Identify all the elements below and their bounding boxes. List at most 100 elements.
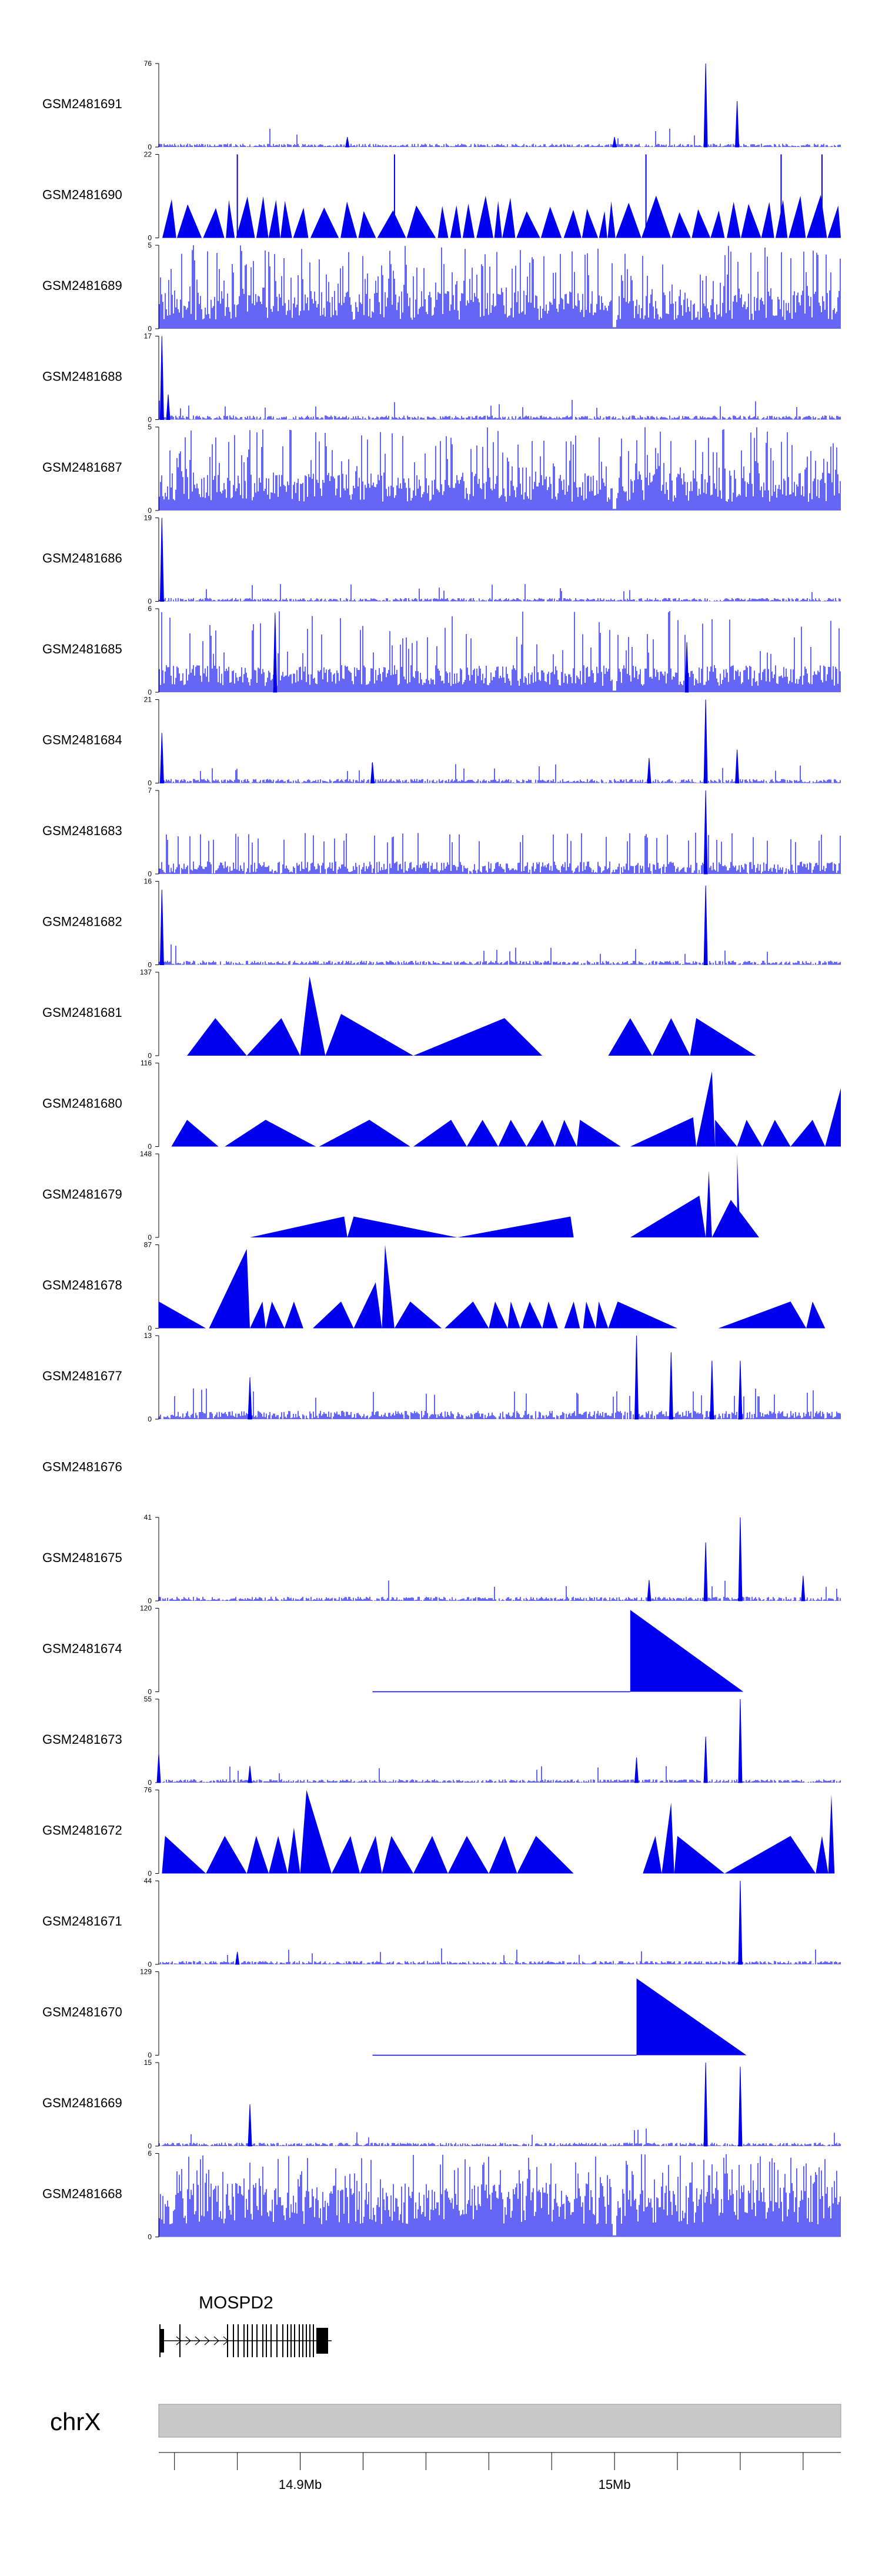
strand-arrow (176, 2336, 182, 2345)
y-min-label: 0 (148, 961, 152, 969)
coverage-peak (564, 1302, 580, 1329)
track-label: GSM2481680 (42, 1096, 122, 1111)
track-label: GSM2481686 (42, 551, 122, 566)
track: GSM2481679 148 0 (42, 1150, 760, 1242)
y-min-label: 0 (148, 416, 152, 424)
coverage-peak (827, 205, 841, 238)
coverage-peak (828, 1794, 835, 1874)
track-label: GSM2481676 (42, 1460, 122, 1474)
coverage-peak (377, 210, 406, 238)
y-max-label: 76 (144, 59, 152, 68)
coverage-peak (607, 201, 616, 238)
coverage-peak (236, 196, 255, 238)
coverage-spike (738, 1880, 743, 1965)
coverage-bars (159, 1388, 841, 1419)
coverage-peak (642, 195, 671, 238)
coverage-peak (347, 1216, 457, 1237)
coverage-spike (738, 1699, 743, 1783)
gene-utr-block (161, 2329, 164, 2353)
coverage-peak (256, 196, 269, 238)
track-label: GSM2481691 (42, 96, 122, 111)
y-max-label: 76 (144, 1786, 152, 1794)
coverage-peak (517, 1836, 574, 1874)
chromosome-label: chrX (50, 2408, 101, 2435)
coverage-peak (159, 1302, 206, 1329)
coverage-peak (696, 1071, 716, 1147)
y-max-label: 19 (144, 514, 152, 522)
coverage-peak (576, 1120, 621, 1147)
coverage-peak (288, 1827, 300, 1874)
coverage-peak (280, 201, 292, 238)
coverage-peak (466, 1120, 499, 1147)
coverage-spike (166, 394, 171, 420)
coverage-spike (738, 1360, 743, 1420)
coverage-peak (516, 211, 540, 238)
coverage-spike (370, 762, 375, 783)
coverage-spike (703, 699, 708, 783)
strand-arrow (213, 2336, 219, 2345)
coverage-peak (310, 207, 339, 238)
coverage-peak (690, 1018, 756, 1056)
coverage-peak (176, 204, 202, 238)
coverage-peak (250, 1216, 348, 1237)
coverage-spike (634, 1335, 639, 1420)
track: GSM2481687 5 0 (42, 423, 841, 515)
coverage-bars (159, 944, 841, 965)
track-label: GSM2481677 (42, 1369, 122, 1383)
coverage-peak (340, 201, 358, 238)
coverage-spike (703, 885, 708, 965)
coverage-peak (413, 1120, 467, 1147)
coverage-peak (691, 209, 711, 238)
coverage-peak (332, 1836, 360, 1874)
coverage-peak (608, 1018, 653, 1056)
coverage-spike (634, 1757, 639, 1783)
y-min-label: 0 (148, 1597, 152, 1605)
gene-exon (238, 2324, 239, 2357)
coverage-spike (273, 613, 278, 693)
track: GSM2481671 44 0 (42, 1877, 841, 1968)
track: GSM2481690 22 0 (42, 151, 841, 242)
coverage-spike (647, 1580, 652, 1601)
coverage-bars (159, 2128, 841, 2146)
coverage-peak (671, 212, 691, 238)
track: GSM2481675 41 0 (42, 1513, 841, 1605)
gene-track: MOSPD2 (159, 2293, 332, 2357)
gene-exon (302, 2324, 303, 2357)
track: GSM2481668 6 0 (42, 2150, 841, 2241)
coverage-peak (540, 206, 562, 238)
coverage-peak (608, 1302, 678, 1329)
y-max-label: 7 (148, 786, 152, 795)
coverage-peak (706, 1170, 712, 1237)
coverage-spike (248, 1377, 252, 1420)
coverage-spike (235, 1951, 240, 1965)
gene-name-label: MOSPD2 (199, 2293, 273, 2313)
coverage-peak (246, 1836, 269, 1874)
coverage-peak (312, 1302, 354, 1329)
y-max-label: 6 (148, 2150, 152, 2158)
x-tick-label: 15Mb (599, 2477, 631, 2492)
y-max-label: 129 (140, 1968, 152, 1976)
coverage-peak (806, 195, 827, 238)
y-max-label: 21 (144, 696, 152, 704)
coverage-bars (159, 584, 841, 602)
gene-utr-block (316, 2328, 328, 2354)
gene-exon (227, 2324, 228, 2357)
coverage-spike (248, 1766, 252, 1783)
coverage-bars (159, 1766, 841, 1783)
coverage-peak (494, 201, 502, 238)
coverage-peak (406, 205, 436, 238)
coverage-peak (727, 202, 741, 238)
gene-exon (179, 2324, 181, 2357)
gene-exon (294, 2324, 295, 2357)
coverage-peak (300, 1790, 332, 1874)
coverage-peak (162, 1836, 206, 1874)
coverage-peak (394, 1302, 442, 1329)
y-min-label: 0 (148, 870, 152, 878)
coverage-spike (703, 1736, 708, 1783)
y-max-label: 148 (140, 1150, 152, 1158)
coverage-peak (724, 1836, 816, 1874)
gene-exon (243, 2324, 245, 2357)
coverage-spike (801, 1576, 806, 1601)
coverage-peak (542, 1302, 558, 1329)
y-min-label: 0 (148, 1324, 152, 1333)
